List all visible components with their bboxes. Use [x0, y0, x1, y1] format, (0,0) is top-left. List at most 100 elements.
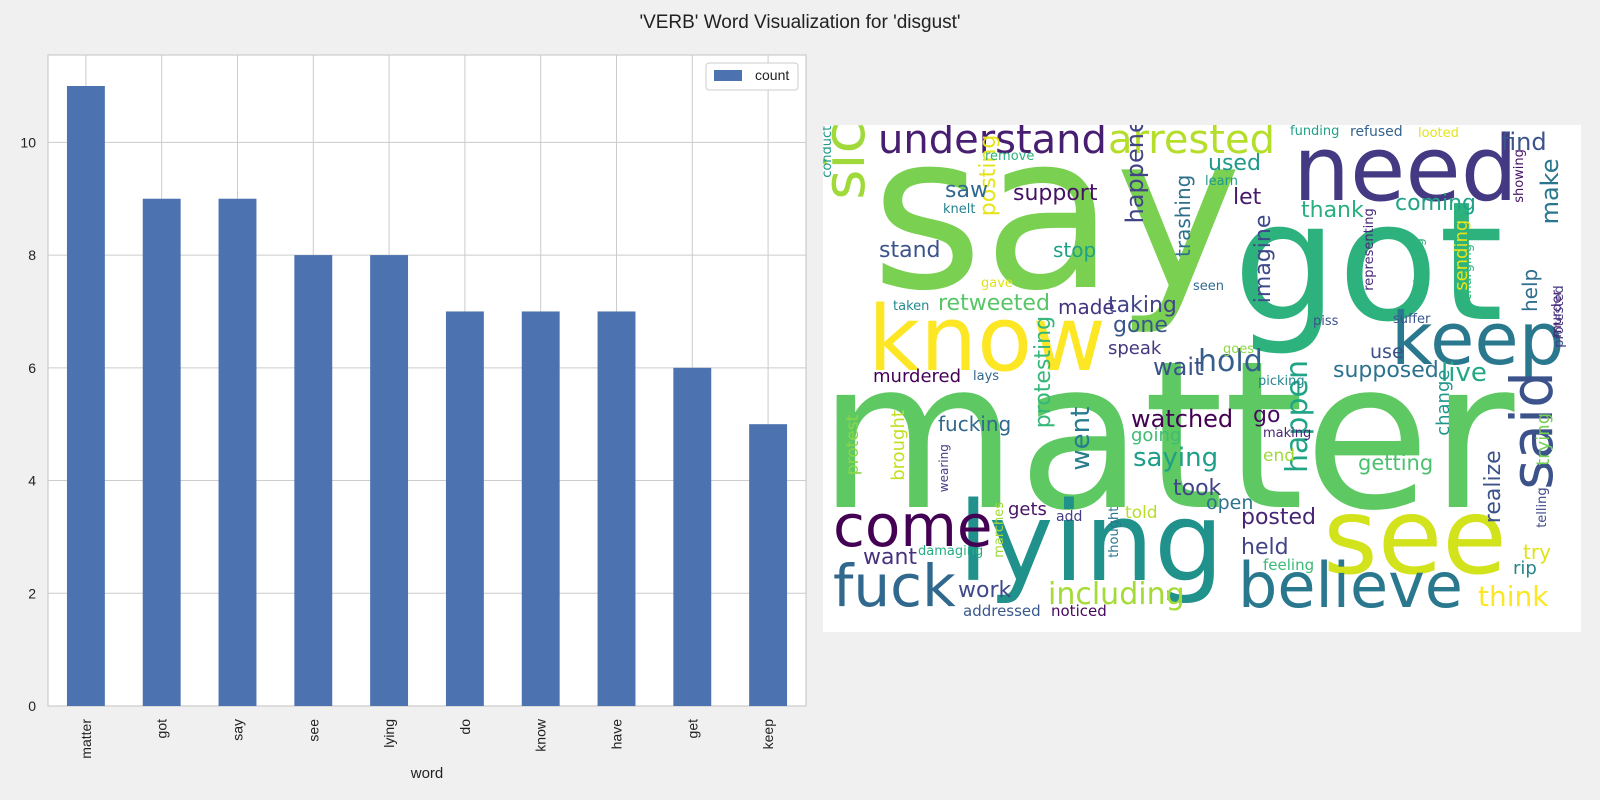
bars-layer [66, 86, 788, 706]
wordcloud-word-including: including [1048, 577, 1185, 612]
wordcloud-word-remove: remove [985, 149, 1035, 164]
wordcloud-word-goes: goes [1223, 342, 1254, 357]
wordcloud-word-wait: wait [1153, 353, 1204, 381]
wordcloud-word-fuck: fuck [833, 552, 956, 620]
wordcloud-word-protesting: protesting [1031, 315, 1056, 429]
wordcloud-word-think: think [1478, 580, 1549, 613]
bar-matter [66, 86, 105, 706]
wordcloud-word-end: end [1263, 446, 1296, 466]
wordcloud-word-fucking: fucking [938, 412, 1012, 436]
wordcloud-word-change: change [1433, 369, 1454, 436]
wordcloud-word-trying: trying [1533, 412, 1554, 466]
wordcloud-word-use: use [1370, 341, 1404, 363]
wordcloud-word-try: try [1523, 540, 1551, 564]
wordcloud-word-support: support [1013, 181, 1098, 206]
wordcloud-word-picking: picking [1258, 374, 1305, 389]
wordcloud-word-noticed: noticed [1051, 602, 1107, 620]
wordcloud-word-lying: lying [958, 478, 1224, 606]
wordcloud-word-see: see [1323, 476, 1507, 598]
bar-lying [370, 255, 409, 706]
wordcloud-word-murdered: murdered [873, 366, 962, 387]
wordcloud-word-conducted: conducted [823, 125, 835, 178]
wordcloud-word-arrested: arrested [1108, 125, 1275, 163]
wordcloud-word-making: making [1263, 426, 1312, 441]
wordcloud-word-posting: posting [976, 134, 1001, 217]
x-tick-label: get [684, 719, 700, 739]
wordcloud-word-gone: gone [1113, 313, 1168, 338]
wordcloud-word-hold: hold [1198, 344, 1263, 379]
x-tick-label: lying [381, 719, 397, 748]
wordcloud-word-live: live [1441, 358, 1487, 388]
wordcloud-word-matter: matter [823, 318, 1515, 556]
wordcloud-word-need: need [1293, 125, 1518, 222]
bar-get [673, 367, 712, 706]
wordcloud-word-keep: keep [1391, 297, 1565, 381]
wordcloud-word-stop: stop [1053, 238, 1097, 262]
wordcloud-word-going: going [1131, 425, 1182, 446]
wordcloud-word-go: go [1253, 403, 1281, 428]
wordcloud-word-addressed: addressed [963, 602, 1041, 620]
wordcloud-word-stand: stand [879, 238, 941, 263]
figure-title: 'VERB' Word Visualization for 'disgust' [639, 12, 961, 33]
bar-keep [749, 424, 788, 706]
wordcloud-word-feeling: feeling [1263, 556, 1315, 574]
wordcloud-word-believe: believe [1238, 549, 1463, 622]
x-tick-label: know [533, 718, 549, 752]
wordcloud-word-learn: learn [1205, 174, 1238, 189]
wordcloud-word-held: held [1241, 535, 1289, 560]
wordcloud-word-work: work [958, 578, 1012, 603]
wordcloud-word-supposed: supposed [1333, 358, 1439, 383]
wordcloud-word-help: help [1518, 268, 1542, 312]
wordcloud-word-funding: funding [1290, 125, 1340, 139]
wordcloud-word-getting: getting [1358, 451, 1434, 475]
wordcloud-word-telling: telling [1535, 487, 1550, 528]
bar-know [521, 311, 560, 706]
wordcloud-word-retweeted: retweeted [938, 291, 1050, 316]
wordcloud-word-damaging: damaging [918, 544, 984, 559]
wordcloud-word-representing: representing [1362, 208, 1377, 291]
wordcloud-word-suffer: suffer [1393, 312, 1431, 327]
wordcloud-word-coming: coming [1395, 191, 1477, 216]
wordcloud-word-brought: brought [888, 410, 909, 481]
wordcloud-word-add: add [1056, 509, 1083, 525]
wordcloud-word-trashing: trashing [1171, 174, 1195, 257]
wordcloud-word-marches: marches [992, 501, 1007, 558]
wordcloud-word-say: say [871, 125, 1243, 338]
wordcloud-word-lays: lays [973, 369, 1000, 384]
wordcloud-word-piss: piss [1313, 314, 1339, 329]
wordcloud-word-happened: happened [1121, 125, 1149, 224]
wordcloud-word-let: let [1233, 185, 1262, 210]
wordcloud-word-rip: rip [1513, 558, 1537, 579]
wordcloud-word-went: went [1066, 406, 1096, 471]
wordcloud-word-seen: seen [1193, 279, 1225, 294]
wordcloud-word-thank: thank [1301, 198, 1364, 223]
wordcloud-word-looting: looting [1412, 238, 1427, 283]
x-tick-label: keep [760, 719, 776, 750]
legend-swatch [714, 70, 742, 81]
bar-say [218, 198, 257, 706]
wordcloud-word-taking: taking [1108, 293, 1177, 318]
bar-see [294, 255, 333, 706]
bar-have [597, 311, 636, 706]
wordcloud-word-imagine: imagine [1251, 214, 1276, 304]
wordcloud-word-come: come [833, 492, 993, 560]
bar-got [142, 198, 181, 706]
legend: count [705, 62, 799, 91]
wordcloud-word-protest: protest [843, 414, 863, 476]
wordcloud-word-know: know [868, 287, 1106, 392]
wordcloud-word-gets: gets [1008, 499, 1047, 520]
bar-chart: 0 2 4 6 8 10 matter got say see lying do know have ge… [20, 54, 807, 782]
x-tick-label: say [230, 719, 246, 741]
wordcloud-word-wearing: wearing [937, 444, 951, 493]
wordcloud-word-posted: posted [1241, 505, 1317, 530]
word-cloud: say matter got need know see lying keep believe c… [823, 125, 1581, 632]
x-tick-label: do [457, 719, 473, 735]
wordcloud-word-refused: refused [1350, 125, 1403, 140]
wordcloud-word-understand: understand [878, 125, 1107, 163]
wordcloud-word-sending: sending [1451, 219, 1472, 291]
y-tick-label: 8 [28, 247, 36, 263]
wordcloud-word-watched: watched [1131, 405, 1234, 433]
y-tick-label: 6 [28, 360, 36, 376]
wordcloud-word-protested: protested [1552, 285, 1567, 348]
y-tick-label: 10 [20, 134, 36, 150]
